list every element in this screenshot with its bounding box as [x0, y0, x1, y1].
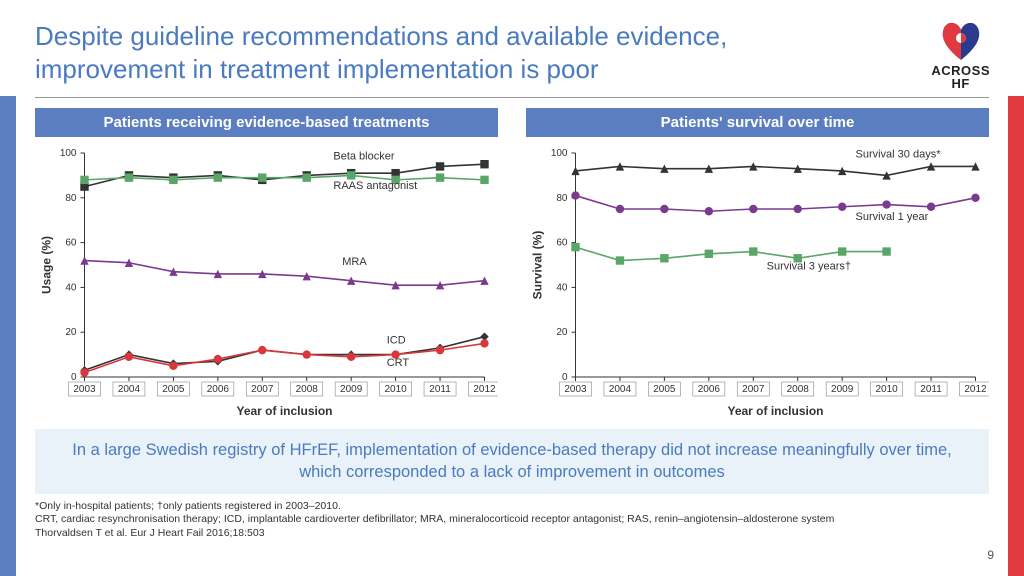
chart-right-panel: Patients' survival over time 0 20 40 60 80 10…	[526, 108, 989, 419]
chart-left-header: Patients receiving evidence-based treatm…	[35, 108, 498, 137]
svg-text:2011: 2011	[920, 384, 942, 395]
svg-text:CRT: CRT	[387, 357, 410, 369]
svg-text:2006: 2006	[207, 384, 230, 395]
svg-text:0: 0	[562, 372, 568, 383]
svg-text:2004: 2004	[118, 384, 141, 395]
footnote-2: CRT, cardiac resynchronisation therapy; …	[35, 513, 989, 527]
svg-text:2010: 2010	[384, 384, 407, 395]
svg-text:2007: 2007	[742, 384, 765, 395]
svg-text:40: 40	[65, 282, 77, 293]
svg-text:2009: 2009	[831, 384, 854, 395]
svg-text:2005: 2005	[162, 384, 185, 395]
svg-text:Usage (%): Usage (%)	[40, 236, 54, 294]
svg-text:RAAS antagonist: RAAS antagonist	[333, 180, 417, 192]
footnote-1: *Only in-hospital patients; †only patien…	[35, 500, 989, 514]
divider	[35, 97, 989, 98]
svg-text:60: 60	[65, 238, 77, 249]
svg-text:2003: 2003	[73, 384, 96, 395]
svg-text:20: 20	[556, 327, 568, 338]
svg-text:0: 0	[71, 372, 77, 383]
svg-text:2012: 2012	[473, 384, 496, 395]
svg-text:2012: 2012	[964, 384, 987, 395]
svg-text:100: 100	[60, 148, 77, 159]
chart-right-plot: 0 20 40 60 80 100 2003 2004 2005 2006 2007 2008 2009…	[526, 143, 989, 419]
svg-text:80: 80	[65, 193, 77, 204]
accent-left	[0, 96, 16, 576]
slide: ACROSSHF Despite guideline recommendatio…	[0, 0, 1024, 576]
footnotes: *Only in-hospital patients; †only patien…	[35, 500, 989, 541]
svg-text:Year of inclusion: Year of inclusion	[727, 404, 823, 418]
svg-text:Year of inclusion: Year of inclusion	[236, 404, 332, 418]
chart-left-plot: 0 20 40 60 80 100 2003 2004 2005 2006 2007 2008 2009…	[35, 143, 498, 419]
svg-text:2011: 2011	[429, 384, 451, 395]
svg-text:Survival (%): Survival (%)	[531, 231, 545, 300]
svg-text:40: 40	[556, 282, 568, 293]
accent-right	[1008, 96, 1024, 576]
svg-text:20: 20	[65, 327, 77, 338]
svg-text:100: 100	[551, 148, 568, 159]
page-title: Despite guideline recommendations and av…	[35, 20, 795, 85]
summary-box: In a large Swedish registry of HFrEF, im…	[35, 429, 989, 494]
svg-text:ICD: ICD	[387, 334, 406, 346]
svg-text:2008: 2008	[787, 384, 810, 395]
logo: ACROSSHF	[931, 18, 990, 90]
svg-text:MRA: MRA	[342, 256, 367, 268]
chart-right-header: Patients' survival over time	[526, 108, 989, 137]
svg-text:2004: 2004	[609, 384, 632, 395]
svg-text:2009: 2009	[340, 384, 363, 395]
svg-text:Beta blocker: Beta blocker	[333, 151, 394, 163]
svg-text:2008: 2008	[296, 384, 319, 395]
svg-text:80: 80	[556, 193, 568, 204]
svg-text:2010: 2010	[875, 384, 898, 395]
charts-row: Patients receiving evidence-based treatm…	[35, 108, 989, 419]
logo-text: ACROSSHF	[931, 64, 990, 90]
page-number: 9	[987, 548, 994, 562]
svg-text:Survival 1 year: Survival 1 year	[856, 211, 929, 223]
svg-text:Survival 3 years†: Survival 3 years†	[767, 260, 851, 272]
svg-text:2006: 2006	[698, 384, 721, 395]
svg-text:Survival 30 days*: Survival 30 days*	[856, 148, 942, 160]
svg-text:60: 60	[556, 238, 568, 249]
chart-left-panel: Patients receiving evidence-based treatm…	[35, 108, 498, 419]
footnote-3: Thorvaldsen T et al. Eur J Heart Fail 20…	[35, 527, 989, 541]
svg-text:2003: 2003	[564, 384, 587, 395]
svg-text:2005: 2005	[653, 384, 676, 395]
svg-text:2007: 2007	[251, 384, 274, 395]
heart-icon	[938, 18, 984, 62]
